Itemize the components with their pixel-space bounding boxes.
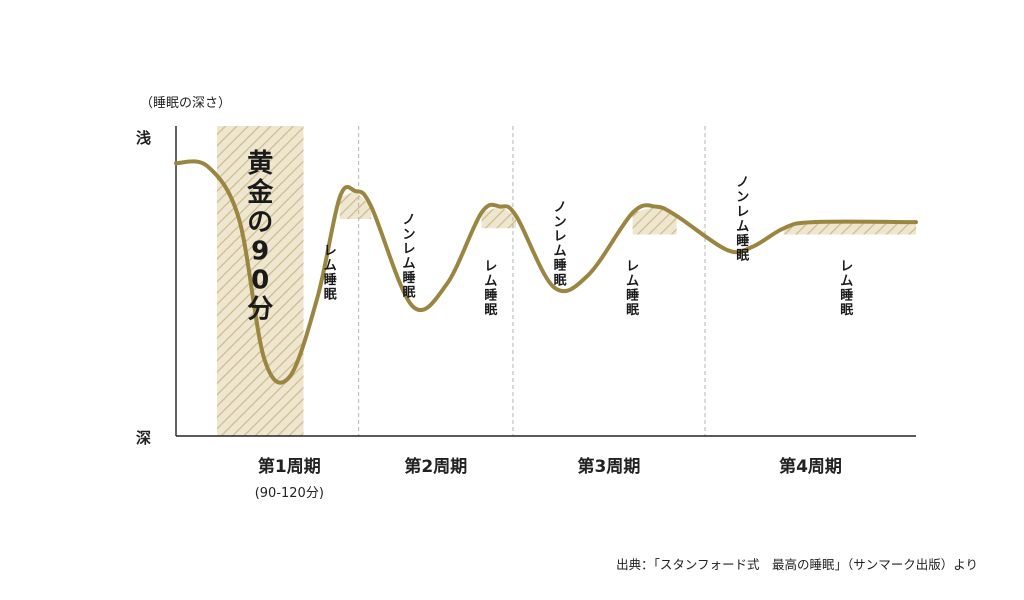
svg-text:レ: レ bbox=[840, 259, 853, 274]
period-label-4: 第4周期 bbox=[779, 456, 842, 477]
svg-text:レ: レ bbox=[736, 205, 749, 220]
svg-text:ム: ム bbox=[484, 274, 497, 289]
svg-text:レ: レ bbox=[554, 230, 567, 245]
svg-text:眠: 眠 bbox=[840, 303, 853, 318]
svg-text:睡: 睡 bbox=[736, 233, 749, 249]
svg-text:眠: 眠 bbox=[626, 303, 639, 318]
y-axis-label: （睡眠の深さ） bbox=[140, 96, 231, 111]
svg-text:9: 9 bbox=[251, 236, 269, 266]
svg-text:ノ: ノ bbox=[403, 213, 416, 228]
svg-text:ム: ム bbox=[403, 257, 416, 272]
rem-shade-3 bbox=[632, 206, 677, 235]
period-dividers bbox=[358, 126, 706, 436]
period-label-1: 第1周期 bbox=[258, 456, 321, 477]
first-period-note: (90-120分) bbox=[255, 486, 324, 501]
svg-text:睡: 睡 bbox=[554, 258, 567, 274]
rem-shade-4 bbox=[783, 222, 916, 235]
svg-text:ム: ム bbox=[324, 258, 337, 273]
rem-shade-1 bbox=[339, 191, 372, 219]
y-axis-top-label: 浅 bbox=[136, 129, 151, 147]
svg-text:ム: ム bbox=[736, 219, 749, 234]
svg-text:ノ: ノ bbox=[554, 200, 567, 215]
svg-text:ン: ン bbox=[736, 190, 749, 205]
rem-shaded-areas bbox=[339, 191, 916, 235]
rem-shade-2 bbox=[481, 206, 517, 229]
svg-text:睡: 睡 bbox=[324, 272, 337, 288]
y-axis-bottom-label: 深 bbox=[136, 429, 151, 447]
period-label-2: 第2周期 bbox=[404, 456, 467, 477]
svg-text:睡: 睡 bbox=[484, 287, 497, 303]
svg-text:ム: ム bbox=[554, 244, 567, 259]
svg-text:ム: ム bbox=[626, 274, 639, 289]
svg-text:レ: レ bbox=[324, 244, 337, 259]
golden-90-highlight bbox=[216, 126, 304, 436]
svg-text:ノ: ノ bbox=[736, 176, 749, 191]
svg-text:ム: ム bbox=[840, 274, 853, 289]
svg-text:レ: レ bbox=[403, 242, 416, 257]
source-note: 出典：「スタンフォード式 最高の睡眠」（サンマーク出版）より bbox=[616, 557, 978, 572]
svg-text:眠: 眠 bbox=[324, 288, 337, 303]
period-label-3: 第3周期 bbox=[578, 456, 641, 477]
svg-text:0: 0 bbox=[251, 266, 269, 296]
svg-text:睡: 睡 bbox=[626, 287, 639, 303]
svg-text:金: 金 bbox=[246, 177, 274, 208]
svg-text:黄: 黄 bbox=[247, 149, 273, 179]
svg-text:眠: 眠 bbox=[554, 273, 567, 288]
sleep-depth-line bbox=[174, 159, 918, 385]
svg-text:ン: ン bbox=[554, 215, 567, 230]
svg-text:分: 分 bbox=[247, 295, 273, 325]
svg-text:レ: レ bbox=[626, 259, 639, 274]
svg-text:睡: 睡 bbox=[840, 287, 853, 303]
svg-text:眠: 眠 bbox=[736, 248, 749, 263]
svg-text:ン: ン bbox=[403, 227, 416, 242]
period-labels: 第1周期 第2周期 第3周期 第4周期 bbox=[258, 456, 842, 477]
svg-text:睡: 睡 bbox=[403, 270, 416, 286]
svg-text:眠: 眠 bbox=[484, 303, 497, 318]
svg-text:眠: 眠 bbox=[403, 286, 416, 301]
svg-text:の: の bbox=[247, 207, 273, 237]
svg-text:レ: レ bbox=[484, 259, 497, 274]
